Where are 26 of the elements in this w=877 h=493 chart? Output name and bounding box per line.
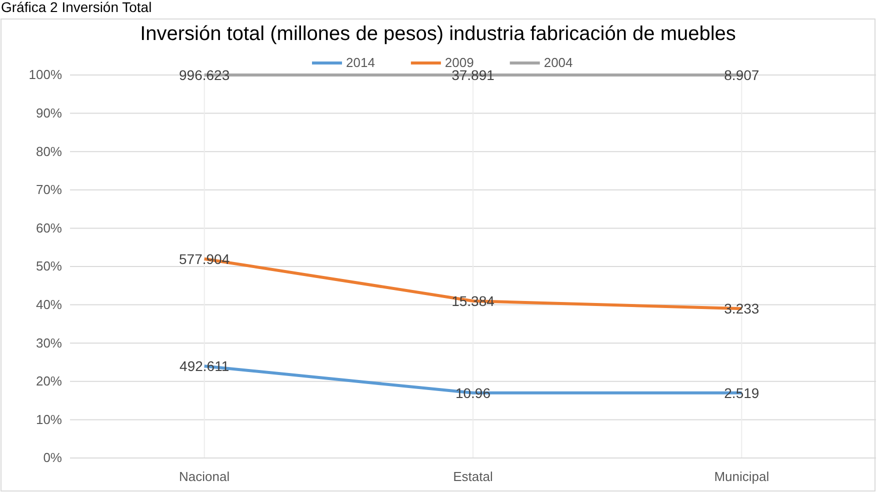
y-tick-label: 40% <box>36 296 62 312</box>
chart-title: Inversión total (millones de pesos) industria fabricación de muebles <box>140 23 736 45</box>
annotation: 8.907 <box>724 67 760 83</box>
text: Gráfica 2 Inversión Total <box>1 0 152 15</box>
annotation: 492.611 <box>180 358 230 374</box>
annotation: 996.623 <box>179 67 230 83</box>
y-tick-label: 30% <box>36 335 62 350</box>
annotation: 577.904 <box>179 250 230 267</box>
y-tick-label: 0% <box>43 450 62 466</box>
legend-label: 2009 <box>444 55 474 70</box>
y-tick-label: 70% <box>36 182 62 198</box>
y-tick-label: 50% <box>36 258 62 274</box>
legend-label: 2014 <box>346 55 375 70</box>
y-tick-label: 10% <box>36 412 62 427</box>
y-tick-label: 60% <box>36 220 62 236</box>
y-tick-label: 90% <box>36 105 62 120</box>
annotation: 2.519 <box>724 384 760 401</box>
x-tick-label: Nacional <box>179 469 230 484</box>
y-tick-label: 100% <box>28 67 62 82</box>
x-tick-label: Estatal <box>453 469 493 484</box>
y-tick-label: 20% <box>36 374 62 389</box>
x-tick-label: Municipal <box>714 469 770 484</box>
legend-label: 2004 <box>544 55 573 70</box>
y-tick-label: 80% <box>36 144 62 159</box>
annotation: 37.891 <box>452 67 495 83</box>
annotation: 3.233 <box>724 300 760 317</box>
